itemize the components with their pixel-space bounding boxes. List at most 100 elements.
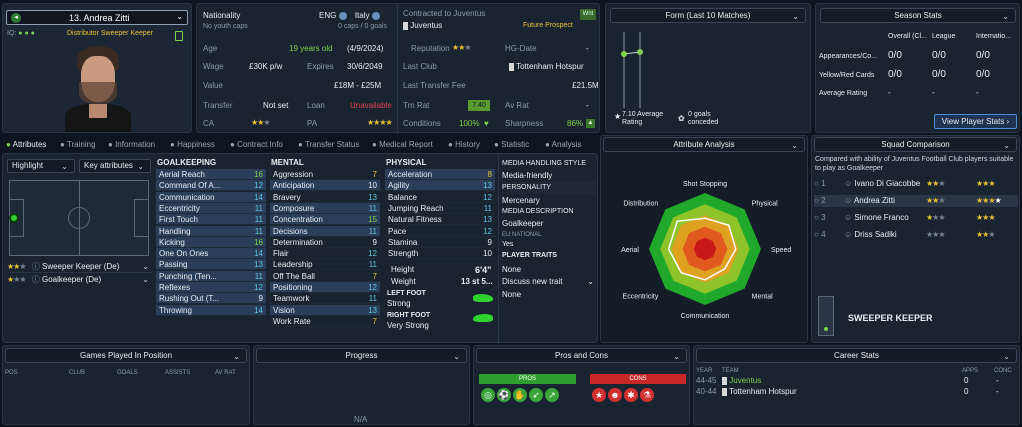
attribute-row[interactable]: Balance 12 <box>385 192 495 203</box>
squad-row[interactable]: ○ 4 ☺ Driss Sadiki ★★★ ★★★ <box>814 230 996 239</box>
chevron-down-icon[interactable]: ⌄ <box>176 12 183 21</box>
chevron-down-icon[interactable]: ⌄ <box>1003 352 1010 361</box>
chevron-down-icon[interactable]: ⌄ <box>142 262 149 271</box>
attribute-row[interactable]: Rushing Out (T... 9 <box>156 293 266 305</box>
attribute-row[interactable]: One On Ones 14 <box>156 248 266 260</box>
attribute-row[interactable]: Work Rate 7 <box>270 316 380 327</box>
squad-header[interactable]: Squad Comparison ⌄ <box>814 137 1017 152</box>
attribute-row[interactable]: Off The Ball 7 <box>270 271 380 282</box>
tab-history[interactable]: ● History <box>448 140 480 149</box>
attribute-value: 13 <box>483 215 492 225</box>
progress-header[interactable]: Progress ⌄ <box>256 348 467 363</box>
attribute-row[interactable]: Handling 11 <box>156 225 266 237</box>
player-name-select[interactable]: ◂ 13. Andrea Zitti ⌄ <box>6 10 188 25</box>
attribute-row[interactable]: Composure 11 <box>270 202 380 214</box>
chevron-down-icon[interactable]: ⌄ <box>453 352 460 361</box>
attribute-row[interactable]: Teamwork 11 <box>270 293 380 305</box>
position-row[interactable]: ★★★ ⓘ Sweeper Keeper (De) ⌄ <box>7 261 153 273</box>
attribute-row[interactable]: Strength 10 <box>385 248 495 260</box>
chevron-down-icon[interactable]: ⌄ <box>673 352 680 361</box>
tab-happiness[interactable]: ● Happiness <box>170 140 215 149</box>
attribute-row[interactable]: First Touch 11 <box>156 214 266 226</box>
attribute-row[interactable]: Eccentricity 11 <box>156 202 266 214</box>
attribute-row[interactable]: Stamina 9 <box>385 237 495 248</box>
attribute-row[interactable]: Kicking 16 <box>156 236 266 248</box>
info-icon[interactable]: ⓘ <box>31 262 40 271</box>
squad-row[interactable]: ○ 1 ☺ Ivano Di Giacobbe ★★★ ★★★ <box>814 179 995 188</box>
chevron-down-icon[interactable]: ⌄ <box>233 352 240 361</box>
analysis-header[interactable]: Attribute Analysis ⌄ <box>603 137 805 152</box>
proscons-header[interactable]: Pros and Cons ⌄ <box>476 348 687 363</box>
attribute-row[interactable]: Vision 13 <box>270 304 380 316</box>
attribute-value: 12 <box>254 283 263 292</box>
discuss-trait-dropdown[interactable]: Discuss new trait ⌄ <box>502 276 596 288</box>
attribute-row[interactable]: Bravery 13 <box>270 192 380 203</box>
tab-contract-info[interactable]: ● Contract Info <box>230 140 283 149</box>
chevron-down-icon[interactable]: ⌄ <box>61 162 68 171</box>
attribute-row[interactable]: Natural Fitness 13 <box>385 214 495 226</box>
chevron-down-icon[interactable]: ⌄ <box>142 275 149 284</box>
attribute-row[interactable]: Determination 9 <box>270 237 380 248</box>
attribute-row[interactable]: Pace 12 <box>385 226 495 237</box>
chevron-down-icon[interactable]: ⌄ <box>791 141 798 150</box>
pa-label: PA <box>307 119 318 128</box>
key-attributes-select[interactable]: Key attributes ⌄ <box>79 159 151 173</box>
attribute-row[interactable]: Throwing 14 <box>156 304 266 316</box>
clipboard-icon[interactable] <box>175 31 183 41</box>
tab-information[interactable]: ● Information <box>108 140 156 149</box>
nation-ita[interactable]: Italy <box>354 11 370 20</box>
wage-value: £30K p/w <box>249 62 283 71</box>
career-col: APPS <box>962 368 979 374</box>
attribute-row[interactable]: Aggression 7 <box>270 169 380 180</box>
view-player-stats-button[interactable]: View Player Stats › <box>934 114 1017 129</box>
attribute-name: First Touch <box>159 215 198 225</box>
chevron-down-icon[interactable]: ⌄ <box>1002 12 1009 21</box>
attribute-row[interactable]: Communication 14 <box>156 191 266 203</box>
pros-icons: ◎ ⚽ ✋ ➶ ↗ <box>481 388 561 402</box>
squad-row[interactable]: ○ 3 ☺ Simone Franco ★★★ ★★★ <box>814 213 995 222</box>
tab-statistic[interactable]: ● Statistic <box>494 140 530 149</box>
career-header[interactable]: Career Stats ⌄ <box>696 348 1017 363</box>
attribute-row[interactable]: Punching (Ten... 11 <box>156 270 266 282</box>
lastclub-value[interactable]: Tottenham Hotspur <box>516 62 584 71</box>
season-header[interactable]: Season Stats ⌄ <box>820 8 1016 23</box>
attribute-row[interactable]: Decisions 11 <box>270 225 380 237</box>
attribute-row[interactable]: Agility 13 <box>385 180 495 192</box>
tab-transfer-status[interactable]: ● Transfer Status <box>298 140 360 149</box>
attribute-row[interactable]: Flair 12 <box>270 248 380 260</box>
highlight-select[interactable]: Highlight ⌄ <box>7 159 75 173</box>
attribute-row[interactable]: Acceleration 8 <box>385 169 495 180</box>
chevron-down-icon[interactable]: ⌄ <box>1003 141 1010 150</box>
attribute-value: 14 <box>254 249 263 259</box>
chevron-down-icon[interactable]: ⌄ <box>792 12 799 21</box>
form-header[interactable]: Form (Last 10 Matches) ⌄ <box>610 8 806 23</box>
attribute-row[interactable]: Passing 13 <box>156 259 266 271</box>
attribute-value: 13 <box>368 305 377 315</box>
attribute-row[interactable]: Reflexes 12 <box>156 282 266 293</box>
tab-analysis[interactable]: ● Analysis <box>545 140 582 149</box>
attribute-row[interactable]: Positioning 12 <box>270 282 380 293</box>
attribute-row[interactable]: Leadership 11 <box>270 259 380 271</box>
chevron-down-icon[interactable]: ⌄ <box>587 277 594 286</box>
attribute-row[interactable]: Jumping Reach 11 <box>385 203 495 214</box>
attribute-row[interactable]: Command Of A... 12 <box>156 180 266 192</box>
games-header[interactable]: Games Played In Position ⌄ <box>5 348 247 363</box>
contract-club[interactable]: Juventus <box>410 21 443 30</box>
nationality-label: Nationality <box>203 11 241 20</box>
position-marker[interactable] <box>9 213 19 223</box>
nation-eng[interactable]: ENG <box>319 11 337 20</box>
attribute-row[interactable]: Anticipation 10 <box>270 180 380 192</box>
tab-medical-report[interactable]: ● Medical Report <box>372 140 433 149</box>
back-icon[interactable]: ◂ <box>11 13 21 23</box>
squad-row[interactable]: ○ 2 ☺ Andrea Zitti ★★★ ★★★★ <box>814 195 1018 207</box>
attribute-row[interactable]: Aerial Reach 16 <box>156 169 266 180</box>
attribute-row[interactable]: Concentration 15 <box>270 214 380 226</box>
info-icon[interactable]: ⓘ <box>31 275 40 284</box>
career-team[interactable]: Juventus <box>722 375 761 387</box>
season-row-label: Average Rating <box>819 90 868 97</box>
tab-training[interactable]: ● Training <box>60 140 96 149</box>
career-team[interactable]: Tottenham Hotspur <box>722 386 797 398</box>
tab-attributes[interactable]: ● Attributes <box>6 140 47 149</box>
chevron-down-icon[interactable]: ⌄ <box>137 162 144 171</box>
position-row[interactable]: ★★★ ⓘ Goalkeeper (De) ⌄ <box>7 275 149 284</box>
